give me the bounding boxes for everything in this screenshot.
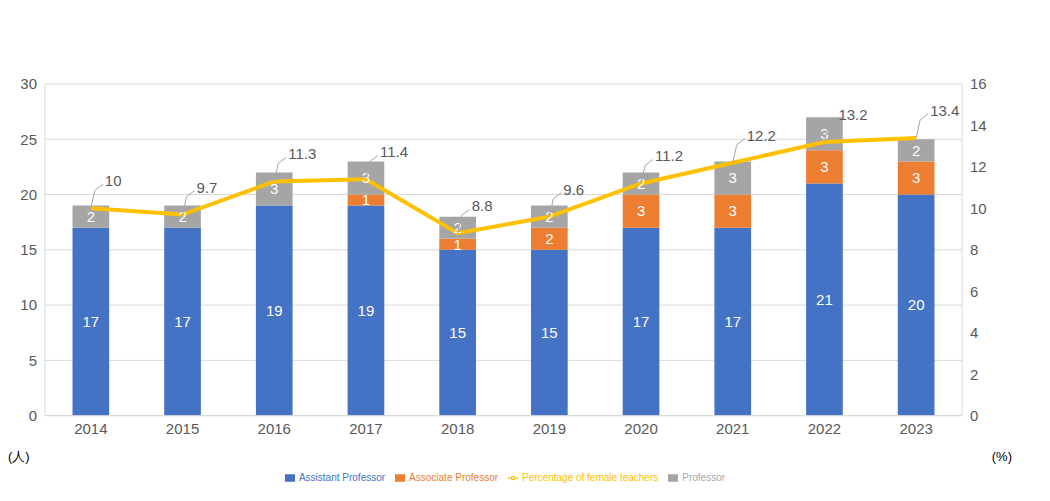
html-text:Assistant Professor: Assistant Professor — [299, 471, 386, 483]
svg-text:3: 3 — [270, 180, 278, 197]
svg-text:2: 2 — [970, 366, 978, 383]
svg-text:10: 10 — [970, 200, 987, 217]
svg-text:2: 2 — [178, 208, 186, 225]
svg-text:15: 15 — [449, 324, 466, 341]
svg-text:2019: 2019 — [533, 420, 566, 437]
svg-text:17: 17 — [83, 313, 100, 330]
svg-text:13.2: 13.2 — [838, 106, 867, 123]
svg-text:1: 1 — [362, 191, 370, 208]
svg-text:2015: 2015 — [166, 420, 199, 437]
svg-text:3: 3 — [361, 169, 371, 187]
svg-text:3: 3 — [729, 202, 737, 219]
svg-text:5: 5 — [29, 352, 37, 369]
svg-text:2: 2 — [636, 174, 646, 192]
svg-text:25: 25 — [20, 131, 37, 148]
svg-text:2023: 2023 — [899, 420, 932, 437]
html-text:Professor: Professor — [682, 471, 725, 483]
svg-text:3: 3 — [820, 125, 829, 143]
svg-text:10: 10 — [105, 172, 122, 189]
svg-text:16: 16 — [970, 75, 987, 92]
svg-text:2017: 2017 — [349, 420, 382, 437]
svg-text:17: 17 — [174, 313, 191, 330]
svg-text:8.8: 8.8 — [472, 197, 493, 214]
svg-text:15: 15 — [541, 324, 558, 341]
svg-text:20: 20 — [908, 296, 925, 313]
html-text:Percentage of female teachers: Percentage of female teachers — [522, 471, 659, 483]
svg-text:(%): (%) — [992, 449, 1012, 464]
svg-text:2: 2 — [545, 208, 554, 225]
svg-text:11.2: 11.2 — [655, 147, 683, 164]
svg-text:0: 0 — [970, 407, 978, 424]
svg-text:2: 2 — [87, 208, 95, 225]
html-text:Associate Professor: Associate Professor — [409, 471, 498, 483]
svg-text:9.7: 9.7 — [197, 179, 218, 196]
svg-text:2: 2 — [912, 142, 920, 159]
svg-text:1: 1 — [453, 236, 461, 253]
svg-text:19: 19 — [266, 302, 283, 319]
svg-text:10: 10 — [20, 296, 37, 313]
svg-text:3: 3 — [637, 202, 645, 219]
svg-text:2: 2 — [453, 219, 462, 236]
svg-text:6: 6 — [970, 283, 978, 300]
svg-text:2022: 2022 — [808, 420, 841, 437]
svg-text:9.6: 9.6 — [563, 181, 584, 198]
svg-text:3: 3 — [912, 169, 920, 186]
svg-text:2021: 2021 — [716, 420, 749, 437]
svg-text:11.4: 11.4 — [380, 143, 408, 160]
svg-text:19: 19 — [358, 302, 375, 319]
svg-text:2014: 2014 — [74, 420, 107, 437]
svg-text:21: 21 — [816, 291, 833, 308]
svg-text:12: 12 — [970, 158, 987, 175]
svg-text:3: 3 — [729, 169, 737, 186]
svg-text:2016: 2016 — [258, 420, 291, 437]
svg-text:(人): (人) — [8, 449, 30, 464]
svg-text:3: 3 — [820, 158, 828, 175]
svg-text:20: 20 — [20, 186, 37, 203]
svg-text:12.2: 12.2 — [747, 127, 776, 144]
svg-text:8: 8 — [970, 241, 978, 258]
svg-text:17: 17 — [724, 313, 741, 330]
svg-text:15: 15 — [20, 241, 37, 258]
svg-text:2: 2 — [545, 230, 553, 247]
svg-text:2020: 2020 — [624, 420, 657, 437]
svg-text:0: 0 — [29, 407, 37, 424]
svg-text:2018: 2018 — [441, 420, 474, 437]
svg-text:4: 4 — [970, 324, 978, 341]
svg-text:30: 30 — [20, 75, 37, 92]
svg-text:11.3: 11.3 — [288, 145, 316, 162]
svg-text:13.4: 13.4 — [930, 102, 959, 119]
svg-text:17: 17 — [633, 313, 650, 330]
svg-text:14: 14 — [970, 117, 987, 134]
